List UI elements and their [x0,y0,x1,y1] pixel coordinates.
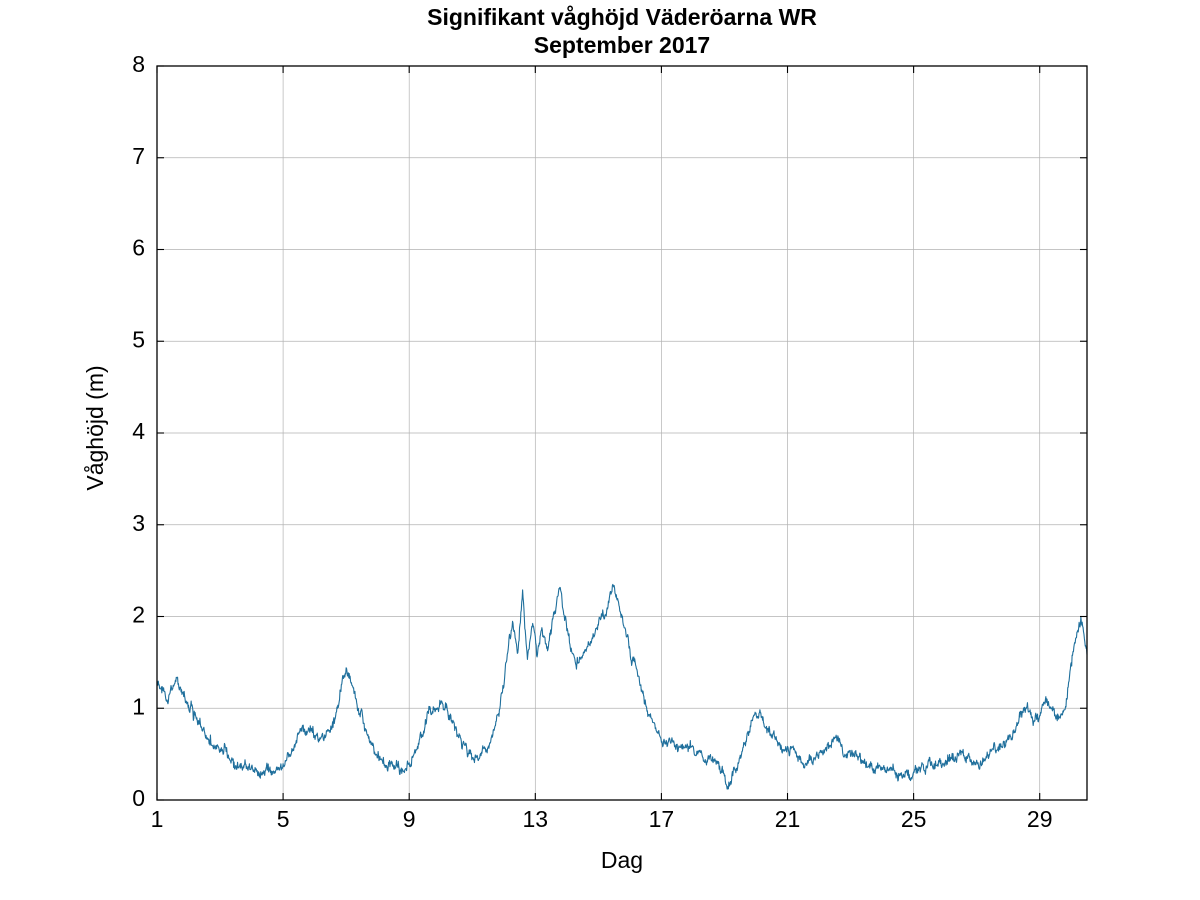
svg-text:5: 5 [277,806,290,832]
svg-text:Signifikant våghöjd Väderöarna: Signifikant våghöjd Väderöarna WR [427,4,817,30]
svg-text:5: 5 [132,326,145,352]
svg-text:21: 21 [775,806,801,832]
svg-text:1: 1 [151,806,164,832]
svg-text:17: 17 [649,806,675,832]
svg-text:7: 7 [132,143,145,169]
svg-text:Våghöjd (m): Våghöjd (m) [82,365,108,490]
svg-text:0: 0 [132,785,145,811]
svg-text:1: 1 [132,693,145,719]
svg-text:29: 29 [1027,806,1053,832]
svg-text:6: 6 [132,235,145,261]
svg-text:Dag: Dag [601,847,643,873]
svg-text:September 2017: September 2017 [534,32,710,58]
svg-text:8: 8 [132,51,145,77]
svg-text:3: 3 [132,510,145,536]
svg-text:25: 25 [901,806,927,832]
svg-text:9: 9 [403,806,416,832]
svg-text:2: 2 [132,602,145,628]
svg-text:4: 4 [132,418,145,444]
svg-text:13: 13 [523,806,549,832]
